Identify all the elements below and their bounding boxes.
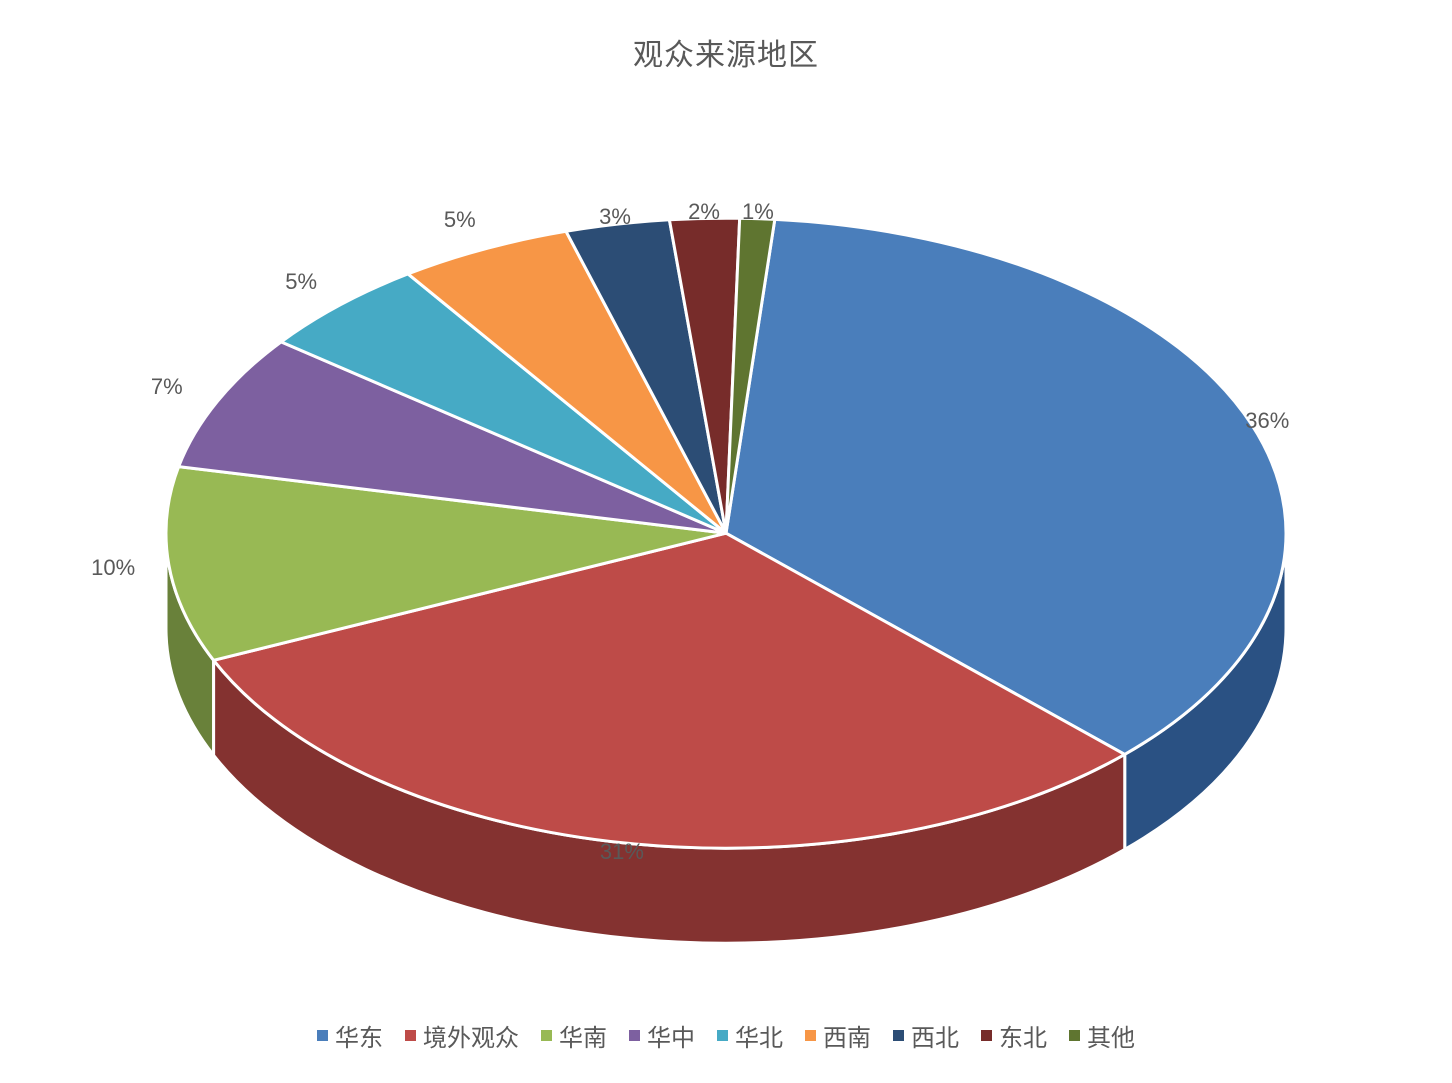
legend-swatch — [317, 1030, 328, 1041]
legend-label: 华北 — [735, 1018, 783, 1053]
legend-swatch — [541, 1030, 552, 1041]
legend-label: 其他 — [1087, 1018, 1135, 1053]
legend-swatch — [629, 1030, 640, 1041]
legend-label: 华东 — [335, 1018, 383, 1053]
chart-title: 观众来源地区 — [0, 30, 1452, 74]
legend-swatch — [717, 1030, 728, 1041]
pie-tops — [166, 218, 1286, 848]
legend-swatch — [1069, 1030, 1080, 1041]
legend-item-境外观众: 境外观众 — [405, 1018, 519, 1053]
legend-swatch — [981, 1030, 992, 1041]
pie-svg — [146, 198, 1306, 963]
legend-item-其他: 其他 — [1069, 1018, 1135, 1053]
slice-label-华南: 10% — [91, 555, 135, 581]
legend-item-西北: 西北 — [893, 1018, 959, 1053]
legend-item-华南: 华南 — [541, 1018, 607, 1053]
legend-swatch — [805, 1030, 816, 1041]
legend-label: 华南 — [559, 1018, 607, 1053]
legend-label: 华中 — [647, 1018, 695, 1053]
pie-chart-3d: 36%31%10%7%5%5%3%2%1% — [146, 198, 1306, 963]
legend-item-华东: 华东 — [317, 1018, 383, 1053]
legend-item-华北: 华北 — [717, 1018, 783, 1053]
legend-label: 东北 — [999, 1018, 1047, 1053]
legend: 华东 境外观众 华南 华中 华北 西南 西北 东北 其他 — [0, 1018, 1452, 1053]
legend-label: 境外观众 — [423, 1018, 519, 1053]
legend-swatch — [893, 1030, 904, 1041]
legend-label: 西北 — [911, 1018, 959, 1053]
chart-container: 观众来源地区 36%31%10%7%5%5%3%2%1% 华东境外观众华南华中华… — [0, 0, 1452, 1083]
legend-item-东北: 东北 — [981, 1018, 1047, 1053]
legend-label: 西南 — [823, 1018, 871, 1053]
legend-item-西南: 西南 — [805, 1018, 871, 1053]
legend-item-华中: 华中 — [629, 1018, 695, 1053]
legend-swatch — [405, 1030, 416, 1041]
